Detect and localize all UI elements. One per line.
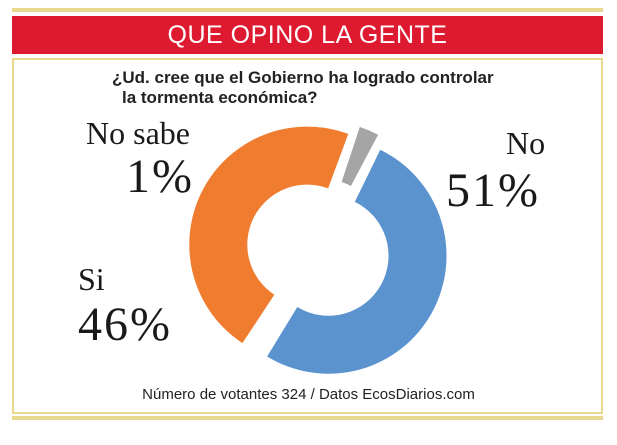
- question-line-1: ¿Ud. cree que el Gobierno ha logrado con…: [112, 68, 494, 87]
- question-text: ¿Ud. cree que el Gobierno ha logrado con…: [112, 68, 552, 108]
- value-no: 51%: [446, 164, 540, 217]
- slice-no: [267, 149, 447, 374]
- footer-note: Número de votantes 324 / Datos EcosDiari…: [142, 386, 475, 403]
- bottom-rule: [12, 416, 603, 420]
- top-rule: [12, 8, 603, 12]
- slice-si: [189, 126, 349, 344]
- label-no: No: [506, 125, 546, 161]
- slice-no-sabe: [341, 126, 379, 186]
- label-no-sabe: No sabe: [86, 115, 190, 151]
- chart-frame: [12, 58, 603, 414]
- value-si: 46%: [78, 298, 172, 351]
- donut-slices: [189, 126, 447, 374]
- question-line-2: la tormenta económica?: [122, 88, 318, 107]
- header-title: QUE OPINO LA GENTE: [12, 16, 603, 54]
- value-no-sabe: 1%: [126, 150, 194, 203]
- label-si: Si: [78, 261, 105, 297]
